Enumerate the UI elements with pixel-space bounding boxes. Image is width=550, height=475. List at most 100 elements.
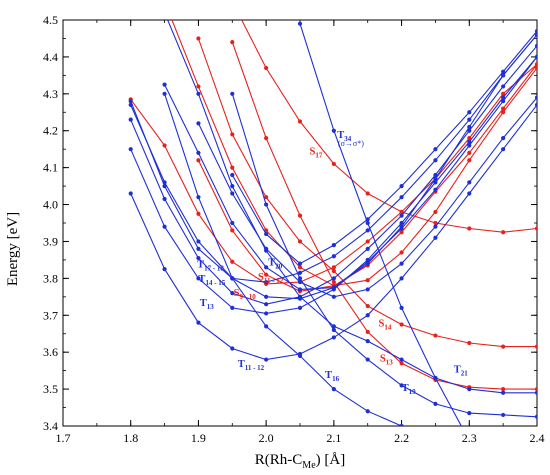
data-point [467,136,472,141]
x-tick-label: 2.2 [394,431,409,445]
data-point [534,62,537,67]
state-label-main: S [234,288,240,299]
state-label-main: T [325,370,332,381]
state-label-T14-15: T14 - 15 [198,274,225,287]
data-point [501,69,506,74]
data-point [297,276,303,281]
data-point [331,161,336,167]
data-point [162,82,167,87]
data-point [501,73,506,78]
data-point [467,386,472,392]
state-label-T19: T19 [402,383,417,396]
state-label-sub: 9 - 10 [239,293,256,301]
data-point [331,128,336,133]
data-point [467,117,472,122]
data-point [433,147,438,152]
data-point [534,226,537,231]
state-label-sub: 16 [332,375,340,383]
series-line-7 [130,104,537,361]
data-point [331,268,336,274]
data-point [365,339,370,344]
data-point [467,410,472,416]
data-point [534,43,537,48]
data-point [399,261,404,266]
data-point [365,246,370,251]
state-label-main: T [402,383,409,394]
data-point [501,95,506,100]
state-label-sub: 34 [344,135,352,143]
data-point [297,119,303,124]
state-label-main: S [379,318,385,329]
data-point [467,191,472,196]
data-point [399,220,404,226]
data-point [433,224,438,229]
x-tick-label: 1.8 [123,431,138,445]
y-tick-label: 4.3 [43,87,58,101]
x-axis-label-main: R(Rh-C [255,452,303,468]
y-tick-label: 3.4 [43,419,58,433]
data-point [433,235,438,240]
data-point [433,180,438,185]
data-point [365,329,370,334]
series-line-17 [164,93,402,426]
data-point [331,294,336,299]
data-point [264,272,269,277]
data-point [297,294,303,299]
data-point [230,259,235,264]
data-point [501,390,506,395]
state-label-main: T [197,259,204,270]
state-label-sub: 20 [275,262,283,270]
data-point [230,172,235,178]
data-point [399,230,404,235]
data-point [399,195,404,200]
state-label-sub: 17 - 18 [204,264,224,272]
state-label-T20: T20 [268,257,283,270]
data-point [331,265,336,270]
state-label-main: S [309,147,315,158]
data-point [399,361,404,366]
state-label-sub: 17 [315,152,323,160]
state-label-main: S [258,272,264,283]
data-point [365,239,370,244]
data-point [230,305,235,310]
series-line-15 [167,20,537,394]
series-line-5 [231,41,537,390]
data-point [399,224,404,229]
data-point [467,150,472,155]
data-point [365,287,370,292]
data-point [297,213,303,218]
y-tick-label: 4.0 [43,198,58,212]
state-label-sub: 21 [461,369,469,377]
y-tick-label: 3.7 [43,308,58,322]
data-point [196,84,201,89]
data-point [399,322,404,327]
data-point [162,143,167,148]
x-tick-label: 1.7 [56,431,71,445]
data-point [467,139,472,144]
y-tick-label: 4.4 [43,50,58,64]
data-point [534,386,537,392]
y-tick-label: 4.5 [43,13,58,27]
data-point [162,224,167,229]
data-point [534,54,537,60]
data-point [365,409,370,414]
state-label-S9-10: S9 - 10 [234,288,257,301]
data-point [162,91,167,96]
y-tick-label: 3.9 [43,234,58,248]
state-label-S13: S13 [380,353,393,366]
data-point [365,191,370,196]
data-point [365,228,370,233]
series-line-16 [231,93,537,418]
data-point [264,302,269,307]
state-label-main: T [238,359,245,370]
series-line-18 [299,23,462,426]
data-point [399,357,404,362]
data-point [534,28,537,34]
data-point [365,303,370,309]
data-point [230,191,235,196]
data-point [467,226,472,231]
data-point [196,195,201,200]
data-point [399,183,404,189]
data-point [433,375,438,381]
axes: 1.7 1.8 1.9 2.0 2.1 2.2 2.3 2.4 3.4 3.5 3.6 3.7 3.8 3… [43,13,545,445]
